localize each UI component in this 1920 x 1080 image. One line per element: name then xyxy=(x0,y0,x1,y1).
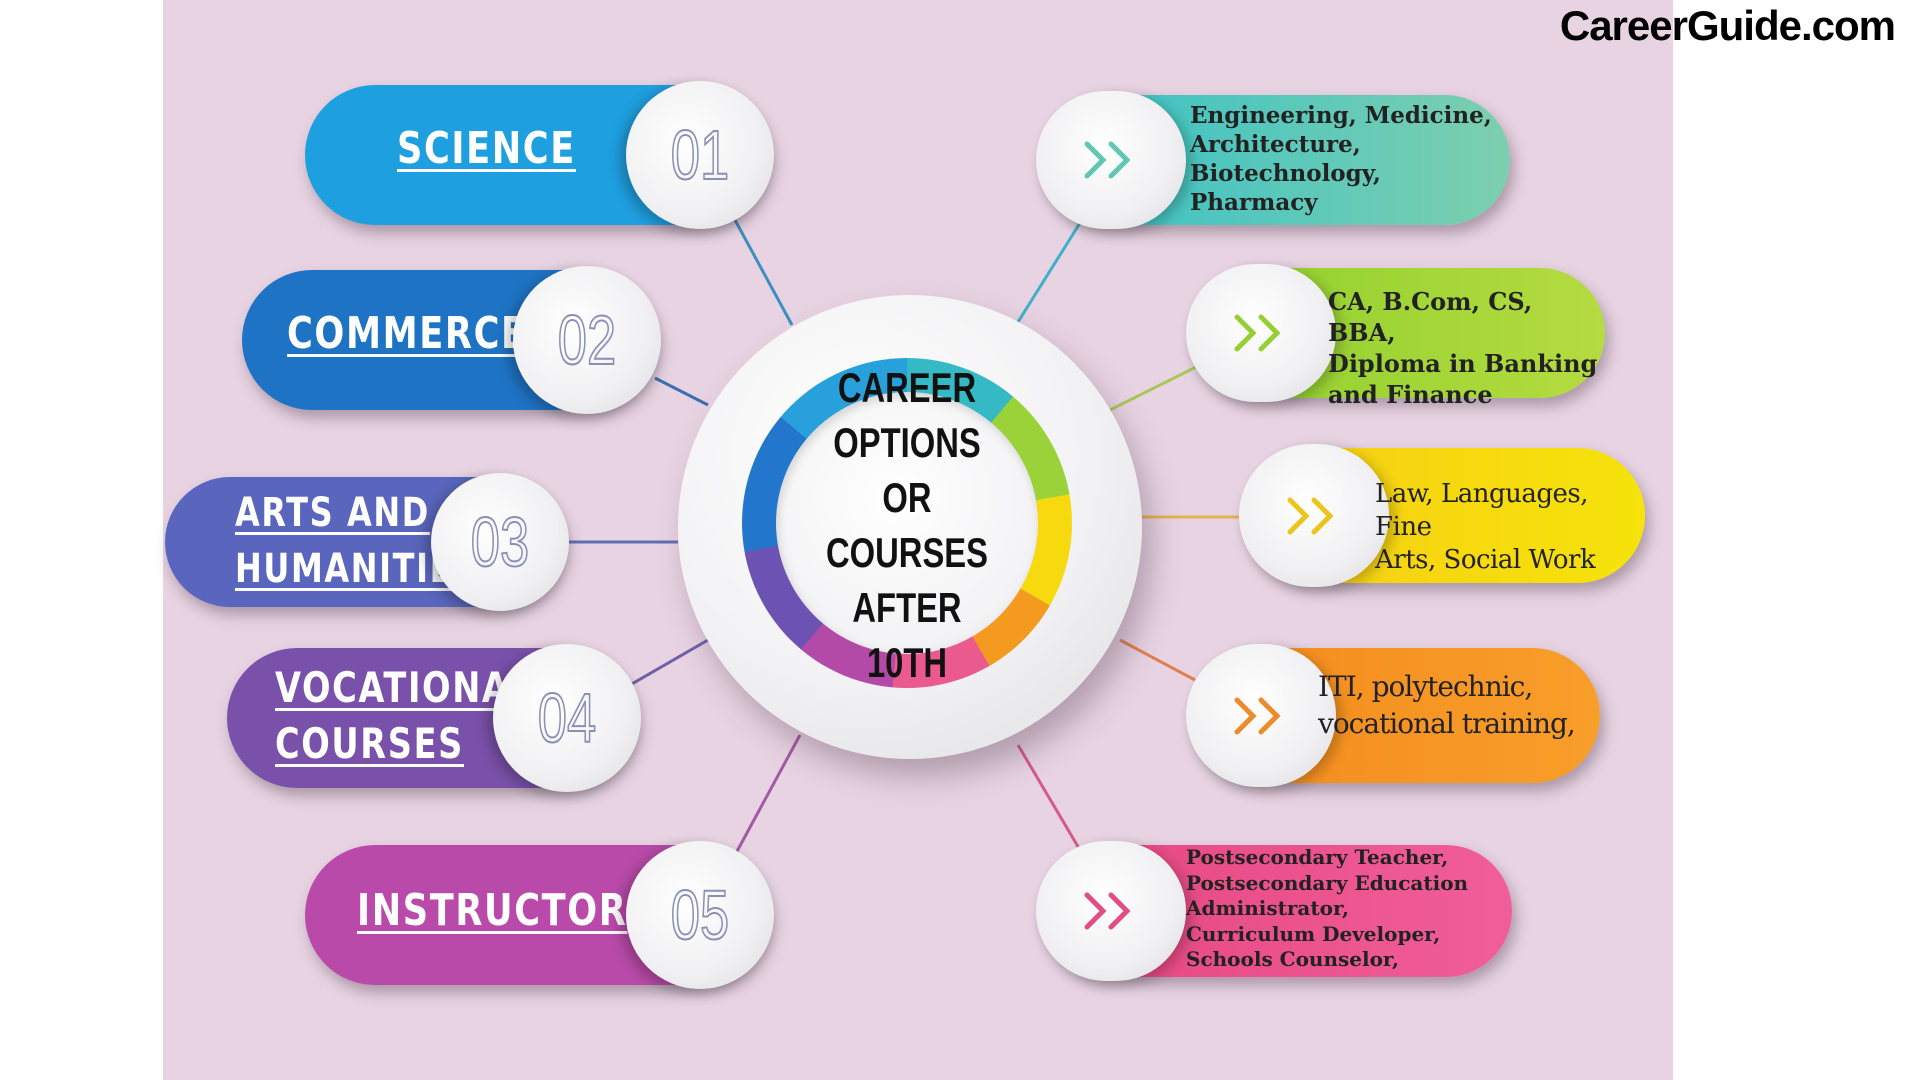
double-chevron-icon xyxy=(1287,497,1334,534)
connector-commerce-careers xyxy=(1109,363,1201,412)
connector-engineering xyxy=(1016,214,1087,323)
connector-science xyxy=(733,219,794,326)
number-cap: 02 xyxy=(513,266,661,414)
number-cap: 01 xyxy=(626,81,774,229)
connector-instructor xyxy=(733,734,802,856)
stream-pill-arts: ARTS AND HUMANITIES 03 xyxy=(165,473,569,611)
stream-pill-science: SCIENCE 01 xyxy=(305,81,774,229)
hub-title: CAREER OPTIONS OR COURSES AFTER 10TH xyxy=(825,364,988,686)
career-description: CA, B.Com, CS, BBA, Diploma in Banking a… xyxy=(1328,287,1598,409)
chevron-cap xyxy=(1186,264,1336,402)
career-description: Postsecondary Teacher, Postsecondary Edu… xyxy=(1186,845,1469,971)
stream-label: VOCATIONAL COURSES xyxy=(275,663,533,768)
stream-number: 03 xyxy=(470,502,530,582)
career-pill-commerce: CA, B.Com, CS, BBA, Diploma in Banking a… xyxy=(1186,264,1605,409)
career-pill-instructor: Postsecondary Teacher, Postsecondary Edu… xyxy=(1036,841,1512,981)
career-pill-arts: Law, Languages, Fine Arts, Social Work xyxy=(1239,444,1645,587)
double-chevron-icon xyxy=(1234,314,1281,352)
career-pill-vocational: ITI, polytechnic, vocational training, xyxy=(1186,644,1600,787)
stream-pill-vocational: VOCATIONAL COURSES 04 xyxy=(227,644,641,792)
connector-commerce xyxy=(654,376,709,407)
stream-label: INSTRUCTOR xyxy=(357,885,628,936)
connector-iti xyxy=(1119,638,1196,682)
stream-label: COMMERCE xyxy=(287,308,527,359)
double-chevron-icon xyxy=(1084,892,1131,930)
number-cap: 03 xyxy=(431,473,569,611)
career-description: Engineering, Medicine, Architecture, Bio… xyxy=(1190,102,1492,216)
stream-pill-instructor: INSTRUCTOR 05 xyxy=(305,841,774,989)
number-cap: 04 xyxy=(493,644,641,792)
connector-vocational xyxy=(629,638,709,687)
chevron-cap xyxy=(1239,444,1389,587)
career-description: ITI, polytechnic, vocational training, xyxy=(1318,670,1576,740)
double-chevron-icon xyxy=(1234,697,1281,734)
stream-number: 01 xyxy=(670,115,730,195)
chevron-cap xyxy=(1186,644,1336,787)
stream-number: 04 xyxy=(537,678,597,758)
connector-postsecondary xyxy=(1016,744,1082,851)
stream-pill-commerce: COMMERCE 02 xyxy=(242,266,661,414)
brand-logo: CareerGuide.com xyxy=(1559,2,1896,49)
chevron-cap xyxy=(1036,841,1186,981)
career-description: Law, Languages, Fine Arts, Social Work xyxy=(1375,479,1596,575)
chevron-cap xyxy=(1036,91,1186,229)
stream-label: SCIENCE xyxy=(397,123,576,174)
career-pill-science: Engineering, Medicine, Architecture, Bio… xyxy=(1036,91,1510,229)
double-chevron-icon xyxy=(1084,141,1131,179)
stream-number: 02 xyxy=(557,300,617,380)
stream-number: 05 xyxy=(670,875,730,955)
number-cap: 05 xyxy=(626,841,774,989)
hub-inner-disc xyxy=(776,392,1038,654)
